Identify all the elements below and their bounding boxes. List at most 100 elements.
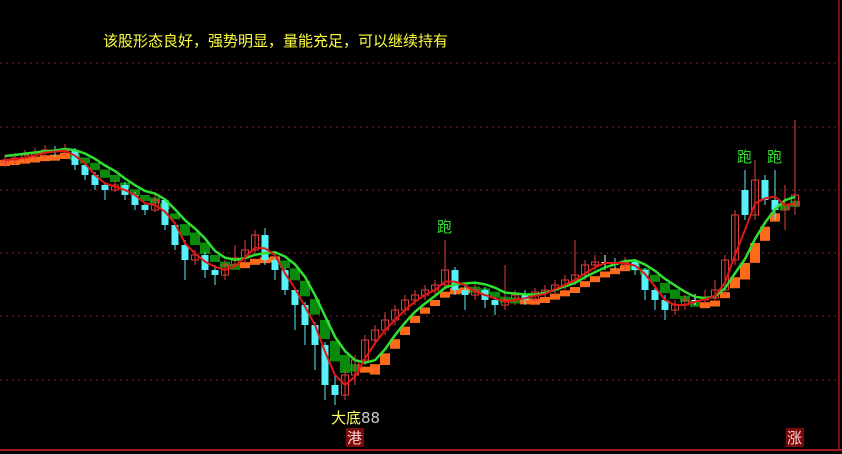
indicator-band-block [140,195,150,201]
slow-line [4,147,796,364]
candle-body-up [501,299,509,306]
indicator-band-block [240,262,250,269]
candle-body-down [131,195,139,205]
indicator-band-block [40,155,50,162]
candle-body-up [751,179,759,216]
indicator-band-block [550,293,560,300]
candle-body-up [411,294,419,301]
candle-body-down [771,200,779,210]
candle-body-down [491,300,499,305]
candle-body-down [181,245,189,260]
candle-body-down [291,290,299,305]
tag-label: 港 [347,429,362,447]
indicator-band-block [600,271,610,278]
indicator-band-block [660,282,670,294]
indicator-band-block [440,291,450,298]
candle-body-down [321,345,329,385]
indicator-band-block [250,258,260,265]
analysis-comment: 该股形态良好，强势明显，量能充足，可以继续持有 [103,32,449,50]
candle-body-up [591,261,599,266]
candle-body-down [451,270,459,290]
indicator-band-block [210,255,220,262]
indicator-band-block [390,339,400,349]
indicator-band-block [360,366,370,373]
indicator-band-block [400,326,410,335]
candle-body-down [171,225,179,245]
indicator-band-block [590,276,600,283]
indicator-band-block [200,242,210,254]
candle-doji [691,300,699,301]
candle-body-up [221,264,229,276]
indicator-band-block [100,169,110,178]
indicator-band-block [570,287,580,293]
indicator-band-block [740,263,750,280]
run-signal-label: 跑 [767,148,782,166]
indicator-band-block [610,268,620,275]
tag-label: 涨 [787,429,802,447]
fast-line [4,149,796,387]
indicator-band-block [170,213,180,220]
indicator-band-block [330,340,340,362]
indicator-band-block [730,277,740,289]
candle-body-up [371,329,379,341]
indicator-band-block [720,292,730,299]
candle-body-down [101,185,109,190]
candle-body-down [141,205,149,210]
candle-body-down [461,290,469,295]
candle-body-down [211,270,219,275]
indicator-band-block [490,291,500,298]
indicator-band-block [280,260,290,269]
indicator-band-block [540,297,550,303]
indicator-band-block [750,243,760,263]
candle-body-down [91,175,99,185]
candle-body-down [661,300,669,310]
tag-background [786,428,804,447]
candle-body-down [641,270,649,290]
candle-body-down [761,180,769,200]
run-signal-label: 跑 [737,148,752,166]
indicator-band-block [700,302,710,309]
indicator-band-block [90,162,100,171]
run-signal-label: 跑 [437,218,452,236]
indicator-band-block [80,157,90,164]
candle-body-down [311,325,319,345]
price-value-label: 88 [361,409,380,427]
indicator-band-block [560,290,570,297]
candle-body-down [741,190,749,215]
candle-body-up [341,374,349,396]
candle-body-up [791,194,799,206]
candle-body-down [331,385,339,395]
candle-body-down [71,150,79,165]
indicator-band-block [580,281,590,288]
tag-background [346,428,364,447]
indicator-band-block [420,307,430,314]
indicator-band-block [310,299,320,315]
candle-body-up [441,269,449,286]
indicator-band-block [290,268,300,281]
indicator-band-block [320,320,330,339]
indicator-band-block [300,280,310,297]
indicator-band-block [50,154,60,161]
indicator-band-block [380,353,390,365]
candle-body-down [271,260,279,270]
indicator-band-block [370,364,380,375]
indicator-band-block [650,274,660,282]
bottom-signal-label: 大底 [331,409,361,427]
indicator-band-block [190,232,200,245]
candle-body-down [281,270,289,290]
candle-body-up [731,214,739,261]
candle-body-down [301,305,309,325]
indicator-band-block [430,300,440,306]
candle-body-down [651,290,659,300]
indicator-band-block [670,289,680,299]
indicator-band-block [180,224,190,236]
indicator-band-block [410,315,420,323]
candle-body-up [251,234,259,251]
indicator-band-block [110,175,120,182]
indicator-band-block [710,300,720,307]
indicator-band-block [760,226,770,241]
indicator-band-block [340,355,350,373]
candle-body-down [81,165,89,175]
candle-body-up [581,264,589,276]
